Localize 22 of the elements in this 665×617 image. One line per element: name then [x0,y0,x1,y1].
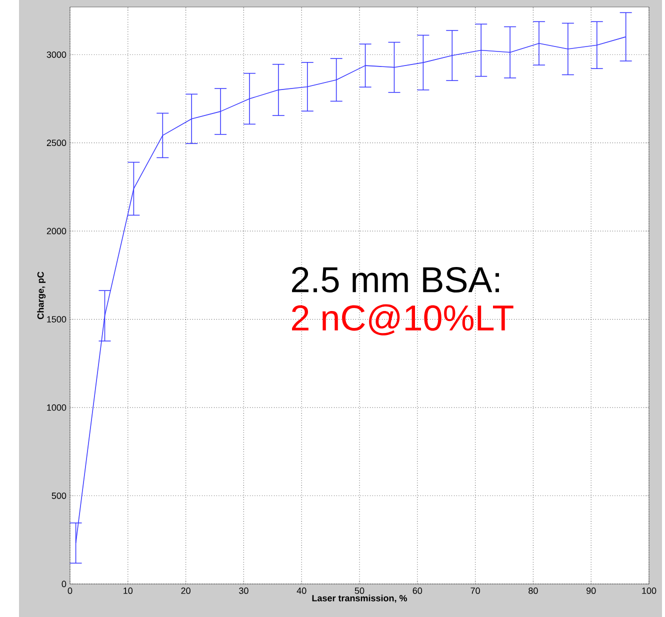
y-tick-label: 1500 [47,316,66,322]
y-tick-label: 2000 [46,228,66,234]
x-tick-label: 20 [181,588,190,594]
x-tick-label: 80 [528,588,538,594]
x-tick-label: 40 [296,588,306,594]
y-tick-label: 2500 [46,140,66,146]
y-tick-label: 3000 [46,51,66,58]
x-tick-label: 10 [124,588,133,594]
y-axis-title: Charge, pC [37,272,46,320]
x-tick-label: 90 [586,588,596,594]
y-tick-label: 500 [52,492,66,499]
x-tick-label: 0 [68,588,72,594]
x-axis-title: Laser transmission, % [312,594,408,603]
annotation: 2 nC@10%LT [292,304,514,336]
annotation: 2.5 mm BSA: [292,267,499,293]
x-tick-label: 70 [470,588,480,594]
x-tick-label: 100 [642,588,656,594]
x-tick-label: 50 [354,588,364,594]
y-tick-label: 0 [62,580,66,588]
x-tick-label: 60 [412,588,422,594]
x-tick-label: 30 [239,588,248,594]
y-tick-label: 1000 [47,404,66,411]
